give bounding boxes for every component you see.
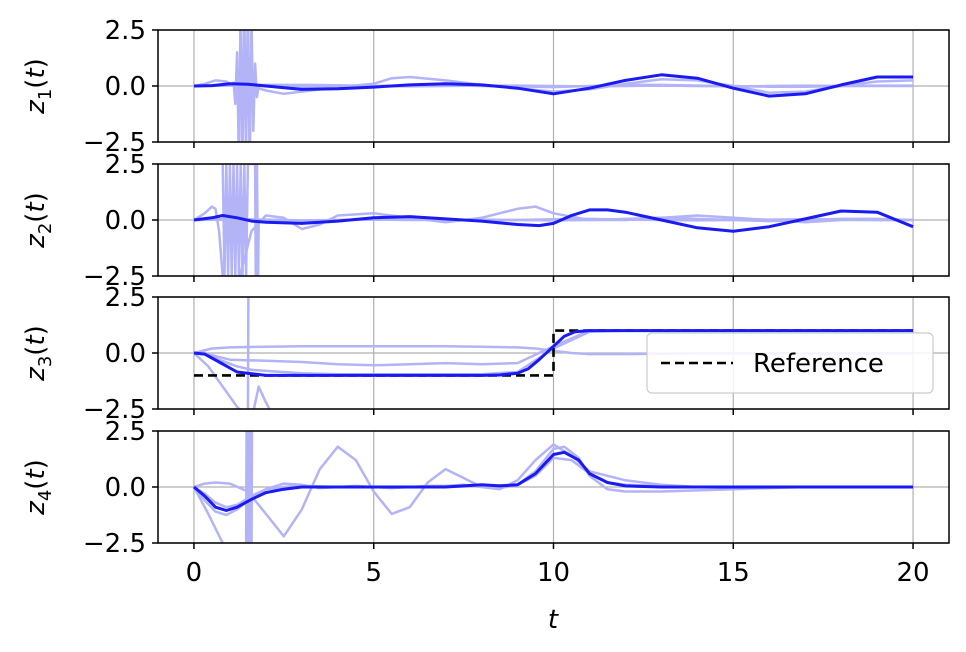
main-series-line bbox=[193, 73, 913, 98]
y-tick-label: 2.5 bbox=[105, 283, 146, 313]
faint-series-line bbox=[193, 352, 271, 409]
y-axis-label: z4(t) bbox=[21, 459, 56, 516]
x-tick-label: 0 bbox=[186, 558, 203, 588]
y-tick-label: 2.5 bbox=[105, 150, 146, 180]
y-tick-label: 0.0 bbox=[105, 72, 146, 102]
faint-series-line bbox=[244, 431, 254, 543]
y-tick-label: 0.0 bbox=[105, 206, 146, 236]
y-tick-label: 0.0 bbox=[105, 473, 146, 503]
main-series-line bbox=[193, 329, 913, 377]
y-tick-label: 0.0 bbox=[105, 339, 146, 369]
reference-line bbox=[194, 329, 913, 377]
faint-series-line bbox=[192, 486, 225, 543]
faint-series-line bbox=[246, 297, 250, 409]
panel-1: −2.5 0.0 2.5 z1(t) bbox=[21, 16, 950, 158]
faint-series-line bbox=[221, 164, 260, 276]
y-tick-label: 2.5 bbox=[105, 16, 146, 46]
panel-3: −2.5 0.0 2.5 z3(t) Reference bbox=[21, 283, 950, 425]
main-series-line bbox=[193, 208, 914, 233]
y-tick-label: 2.5 bbox=[105, 417, 146, 447]
y-tick-label: −2.5 bbox=[83, 529, 146, 559]
legend: Reference bbox=[646, 332, 934, 394]
legend-box bbox=[646, 332, 934, 394]
main-series-line bbox=[193, 450, 913, 512]
x-tick-label: 15 bbox=[717, 558, 750, 588]
x-tick-label: 20 bbox=[896, 558, 929, 588]
faint-series-line bbox=[232, 30, 260, 142]
y-tick-label: −2.5 bbox=[83, 395, 146, 425]
y-axis-label: z3(t) bbox=[21, 325, 56, 382]
x-axis-label: t bbox=[548, 605, 559, 635]
x-tick-label: 5 bbox=[365, 558, 382, 588]
panel-2: −2.5 0.0 2.5 z2(t) bbox=[21, 150, 950, 292]
panel-4: −2.5 0.0 2.5 z4(t) 0 5 10 15 20 bbox=[21, 417, 950, 588]
y-tick-label: −2.5 bbox=[83, 128, 146, 158]
y-axis-label: z2(t) bbox=[21, 192, 56, 249]
legend-label-reference: Reference bbox=[753, 349, 884, 379]
x-tick-label: 10 bbox=[537, 558, 570, 588]
panels-layer: −2.5 0.0 2.5 z1(t) −2.5 0.0 2.5 z2(t) −2.5 0.0 2.5… bbox=[21, 16, 950, 588]
y-tick-label: −2.5 bbox=[83, 262, 146, 292]
y-axis-label: z1(t) bbox=[21, 58, 56, 115]
faint-series-line bbox=[193, 83, 913, 88]
